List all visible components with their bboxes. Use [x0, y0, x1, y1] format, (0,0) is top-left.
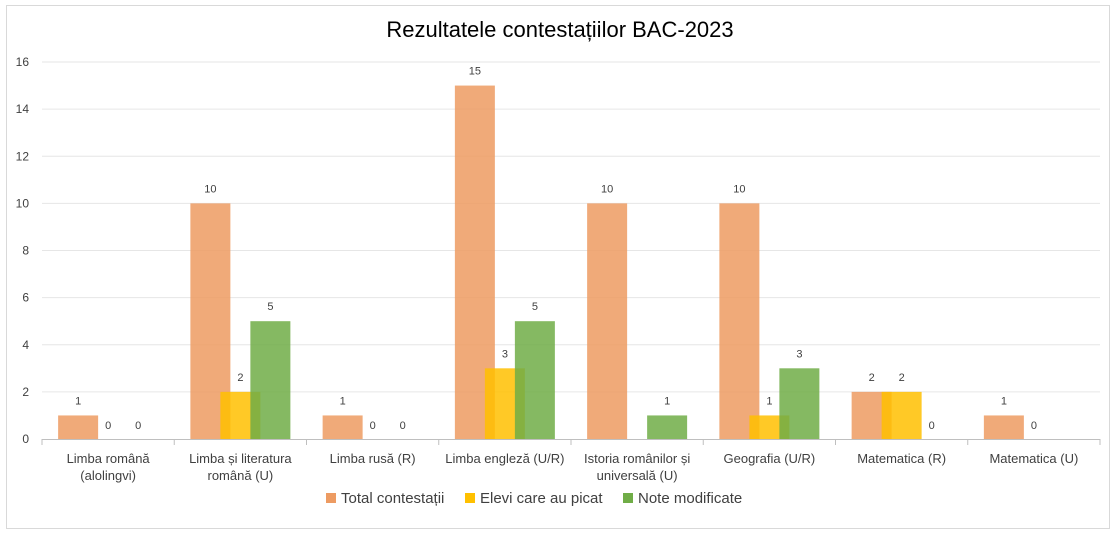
y-tick-label: 2 [22, 385, 29, 399]
chart-frame [6, 5, 1110, 529]
data-label: 5 [532, 301, 538, 313]
data-label: 1 [340, 395, 346, 407]
legend-label: Elevi care au picat [480, 490, 603, 507]
bar [322, 415, 363, 439]
bar [58, 415, 99, 439]
data-label: 0 [135, 420, 141, 432]
bar [719, 203, 760, 439]
data-label: 3 [502, 348, 508, 360]
data-label: 2 [237, 372, 243, 384]
y-tick-label: 12 [16, 149, 30, 163]
data-label: 0 [400, 420, 406, 432]
bar [587, 203, 628, 439]
category-labels: Limba română (alolingvi) Limba și literatu… [67, 451, 1079, 483]
data-label: 3 [796, 348, 802, 360]
data-label: 0 [105, 420, 111, 432]
legend-label: Total contestații [341, 490, 444, 507]
bar [881, 391, 922, 439]
data-label: 0 [929, 420, 935, 432]
category-label: Istoria românilor și universală (U) [584, 451, 690, 483]
bar [250, 321, 291, 439]
bar [779, 368, 820, 439]
bars [58, 85, 1024, 439]
bar [514, 321, 555, 439]
data-label: 1 [75, 395, 81, 407]
data-label: 1 [1001, 395, 1007, 407]
category-label: Geografia (U/R) [724, 451, 816, 466]
legend-label: Note modificate [638, 490, 742, 507]
data-label: 1 [664, 395, 670, 407]
y-tick-label: 10 [16, 196, 30, 210]
legend-swatch [326, 493, 336, 503]
y-axis-ticks: 0 2 4 6 8 10 12 14 16 [16, 55, 30, 446]
data-label: 1 [766, 395, 772, 407]
data-label: 2 [899, 372, 905, 384]
category-label: Limba rusă (R) [330, 451, 416, 466]
legend-swatch [465, 493, 475, 503]
data-label: 2 [869, 372, 875, 384]
data-label: 10 [601, 183, 613, 195]
bar [647, 415, 688, 439]
y-tick-label: 14 [16, 102, 30, 116]
category-label: Matematica (U) [989, 451, 1078, 466]
y-tick-label: 0 [22, 432, 29, 446]
y-tick-label: 6 [22, 291, 29, 305]
y-tick-label: 8 [22, 244, 29, 258]
category-label: Limba română (alolingvi) [67, 451, 151, 483]
category-label: Limba și literatura română (U) [189, 451, 292, 483]
data-label: 15 [469, 66, 481, 78]
data-label: 0 [370, 420, 376, 432]
data-label: 5 [267, 301, 273, 313]
data-label: 10 [204, 183, 216, 195]
legend: Total contestații Elevi care au picat Note… [326, 490, 742, 507]
category-label: Matematica (R) [857, 451, 946, 466]
bar [983, 415, 1024, 439]
data-label: 0 [1031, 420, 1037, 432]
category-label: Limba engleză (U/R) [445, 451, 564, 466]
y-tick-label: 16 [16, 55, 30, 69]
data-label: 10 [733, 183, 745, 195]
chart-title: Rezultatele contestațiilor BAC-2023 [386, 17, 733, 42]
x-axis-ticks [41, 439, 1101, 445]
y-tick-label: 4 [22, 338, 29, 352]
legend-swatch [623, 493, 633, 503]
